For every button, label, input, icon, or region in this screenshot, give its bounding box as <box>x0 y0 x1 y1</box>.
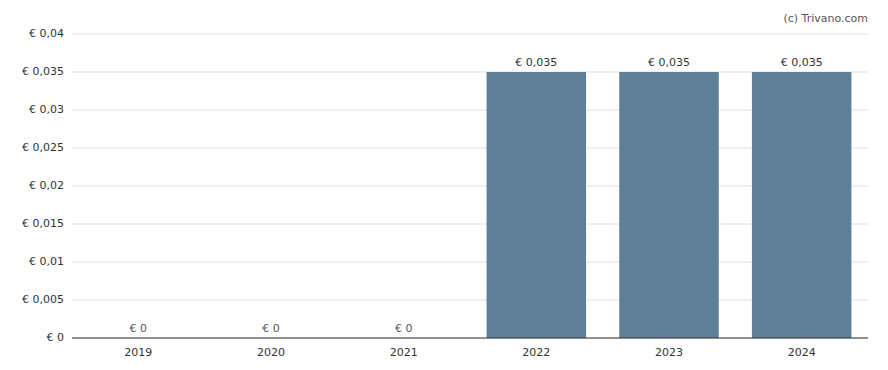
chart: € 0 € 0,005 € 0,01 € 0,015 € 0,02 € 0,025 € 0,… <box>0 0 888 370</box>
data-label: € 0,035 <box>648 56 690 69</box>
data-label: € 0 <box>130 322 148 335</box>
grid-line <box>72 72 868 73</box>
y-tick-label: € 0,03 <box>29 103 64 116</box>
y-axis: € 0 € 0,005 € 0,01 € 0,015 € 0,02 € 0,025 € 0,… <box>22 27 64 344</box>
x-tick-label: 2022 <box>522 346 550 359</box>
data-label: € 0,035 <box>781 56 823 69</box>
x-tick-label: 2023 <box>655 346 683 359</box>
grid-line <box>72 224 868 225</box>
watermark: (c) Trivano.com <box>783 12 868 25</box>
data-label: € 0 <box>395 322 413 335</box>
grid-line <box>72 148 868 149</box>
y-tick-label: € 0,025 <box>22 141 64 154</box>
data-label: € 0,035 <box>515 56 557 69</box>
grid-line <box>72 338 868 339</box>
y-tick-label: € 0,035 <box>22 65 64 78</box>
y-tick-label: € 0,005 <box>22 293 64 306</box>
grid-line <box>72 34 868 35</box>
y-tick-label: € 0 <box>47 331 65 344</box>
y-tick-label: € 0,01 <box>29 255 64 268</box>
grid-line <box>72 110 868 111</box>
bar <box>487 72 587 338</box>
x-tick-label: 2024 <box>788 346 816 359</box>
bars <box>487 72 852 338</box>
x-tick-label: 2019 <box>124 346 152 359</box>
x-tick-label: 2021 <box>390 346 418 359</box>
x-axis: 2019 2020 2021 2022 2023 2024 <box>124 346 815 359</box>
grid-line <box>72 262 868 263</box>
bar <box>752 72 852 338</box>
y-tick-label: € 0,02 <box>29 179 64 192</box>
y-tick-label: € 0,04 <box>29 27 64 40</box>
grid-line <box>72 186 868 187</box>
x-tick-label: 2020 <box>257 346 285 359</box>
bar <box>619 72 719 338</box>
data-label: € 0 <box>262 322 280 335</box>
grid-line <box>72 300 868 301</box>
x-axis-line <box>72 338 868 339</box>
data-labels: € 0 € 0 € 0 € 0,035 € 0,035 € 0,035 <box>130 56 823 335</box>
y-tick-label: € 0,015 <box>22 217 64 230</box>
grid <box>72 34 868 338</box>
